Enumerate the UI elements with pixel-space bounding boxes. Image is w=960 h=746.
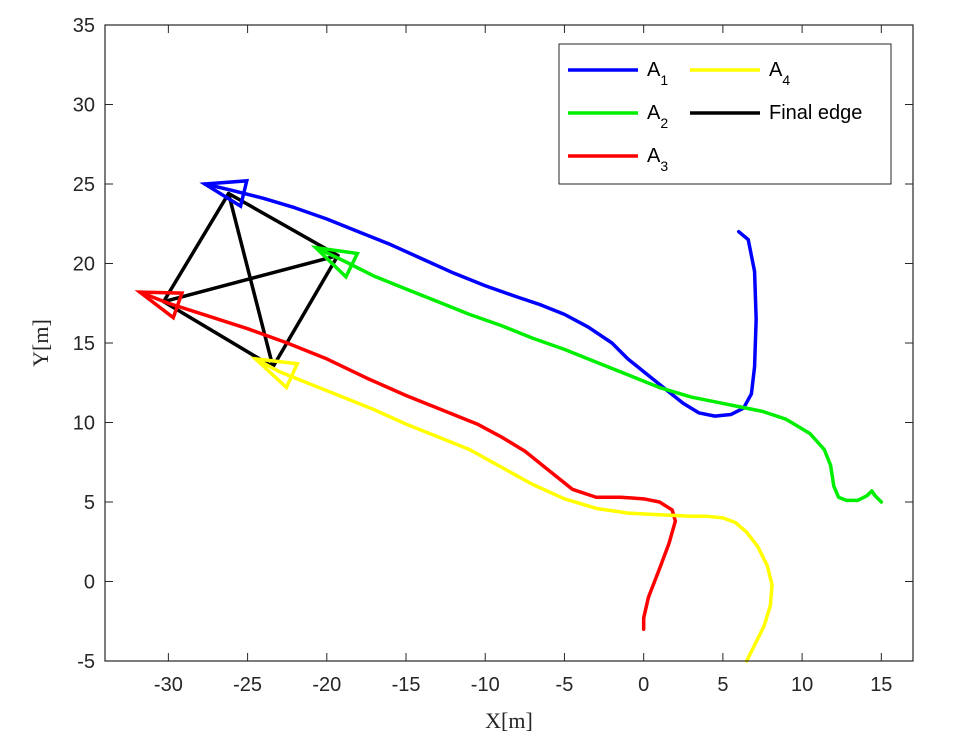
y-tick-label: 35 (73, 15, 95, 37)
x-tick-label: -10 (471, 674, 500, 696)
y-tick-label: 0 (84, 572, 95, 594)
legend-label-subscript: 3 (660, 158, 668, 174)
legend-label-name: Final edge (769, 102, 862, 124)
legend-label: A1 (647, 59, 668, 88)
x-tick-label: -5 (556, 674, 574, 696)
x-tick-label: -30 (154, 674, 183, 696)
legend-label-subscript: 1 (660, 72, 668, 88)
y-tick-label: 15 (73, 333, 95, 355)
series-layer (138, 182, 884, 663)
y-tick-label: 30 (73, 95, 95, 117)
legend-label: A4 (769, 59, 790, 88)
y-tick-label: 5 (84, 492, 95, 514)
x-axis-label: X[m] (485, 708, 533, 733)
series-line-a1 (203, 182, 758, 418)
legend-label-name: A (769, 59, 783, 81)
x-tick-label: 0 (638, 674, 649, 696)
x-tick-label: 15 (870, 674, 892, 696)
legend-label: A2 (647, 102, 668, 131)
final-edge-segment (271, 253, 340, 369)
legend-label-name: A (647, 145, 661, 167)
x-tick-label: -15 (392, 674, 421, 696)
heading-arrow-a2 (310, 245, 360, 280)
y-axis-label: Y[m] (28, 319, 53, 367)
y-tick-label: -5 (77, 651, 95, 673)
legend-label-name: A (647, 59, 661, 81)
tick-layer: -30 -25 -20 -15 -10 -5 0 5 10 15 -5 0 5 10 15 20 25 30 35 (73, 15, 913, 696)
heading-arrow-a1 (199, 178, 250, 209)
y-tick-label: 10 (73, 413, 95, 435)
x-tick-label: -20 (312, 674, 341, 696)
y-tick-label: 20 (73, 254, 95, 276)
legend-label-subscript: 4 (782, 72, 790, 88)
x-tick-label: -25 (233, 674, 262, 696)
series-line-a4 (253, 357, 774, 663)
series-line-a3 (138, 290, 678, 631)
series-line-a2 (313, 245, 884, 504)
arrow-layer (134, 178, 360, 391)
heading-arrow-a4 (250, 356, 300, 391)
heading-arrow-a3 (134, 290, 185, 321)
final-edge-segment (161, 191, 231, 304)
legend-label-name: A (647, 102, 661, 124)
x-tick-label: 10 (791, 674, 813, 696)
legend-label: Final edge (769, 102, 862, 124)
legend-label-subscript: 2 (660, 115, 668, 131)
x-tick-label: 5 (717, 674, 728, 696)
y-tick-label: 25 (73, 174, 95, 196)
legend-label: A3 (647, 145, 668, 174)
